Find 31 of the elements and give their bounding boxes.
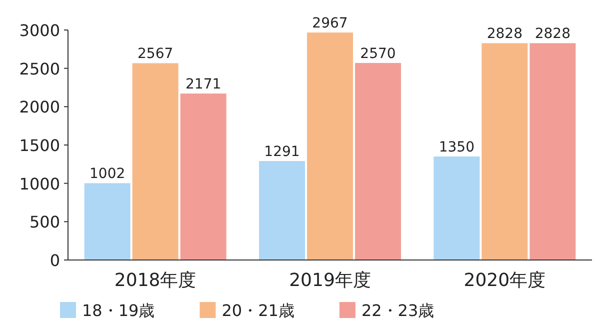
- x-tick-label: 2020年度: [464, 270, 546, 291]
- data-label: 1350: [438, 140, 474, 156]
- data-label: 2967: [312, 16, 348, 32]
- y-tick-label: 3000: [19, 21, 60, 40]
- x-tick-label: 2018年度: [114, 270, 196, 291]
- bar: [132, 63, 178, 260]
- data-label: 2828: [486, 26, 522, 42]
- bar: [180, 94, 226, 260]
- bar: [84, 183, 130, 260]
- bar: [482, 43, 528, 260]
- data-label: 1002: [90, 166, 126, 182]
- bar: [355, 62, 401, 260]
- bar: [259, 161, 305, 260]
- legend-label: 20・21歳: [222, 301, 294, 320]
- data-label: 2171: [186, 76, 222, 93]
- y-tick-label: 1000: [19, 174, 60, 194]
- bar: [530, 43, 576, 260]
- legend-label: 22・23歳: [361, 301, 434, 320]
- data-label: 2828: [534, 26, 570, 42]
- bar: [307, 32, 353, 260]
- y-tick-label: 500: [29, 212, 60, 232]
- data-label: 2567: [138, 46, 174, 62]
- y-tick-label: 2500: [19, 59, 60, 78]
- data-label: 1291: [264, 144, 300, 160]
- x-tick-label: 2019年度: [289, 270, 371, 291]
- y-tick-label: 2000: [19, 98, 60, 117]
- data-label: 2570: [360, 46, 396, 62]
- legend-label: 18・19歳: [82, 301, 155, 320]
- y-tick-label: 0: [50, 251, 60, 270]
- bar: [434, 156, 480, 260]
- y-tick-label: 1500: [19, 136, 60, 155]
